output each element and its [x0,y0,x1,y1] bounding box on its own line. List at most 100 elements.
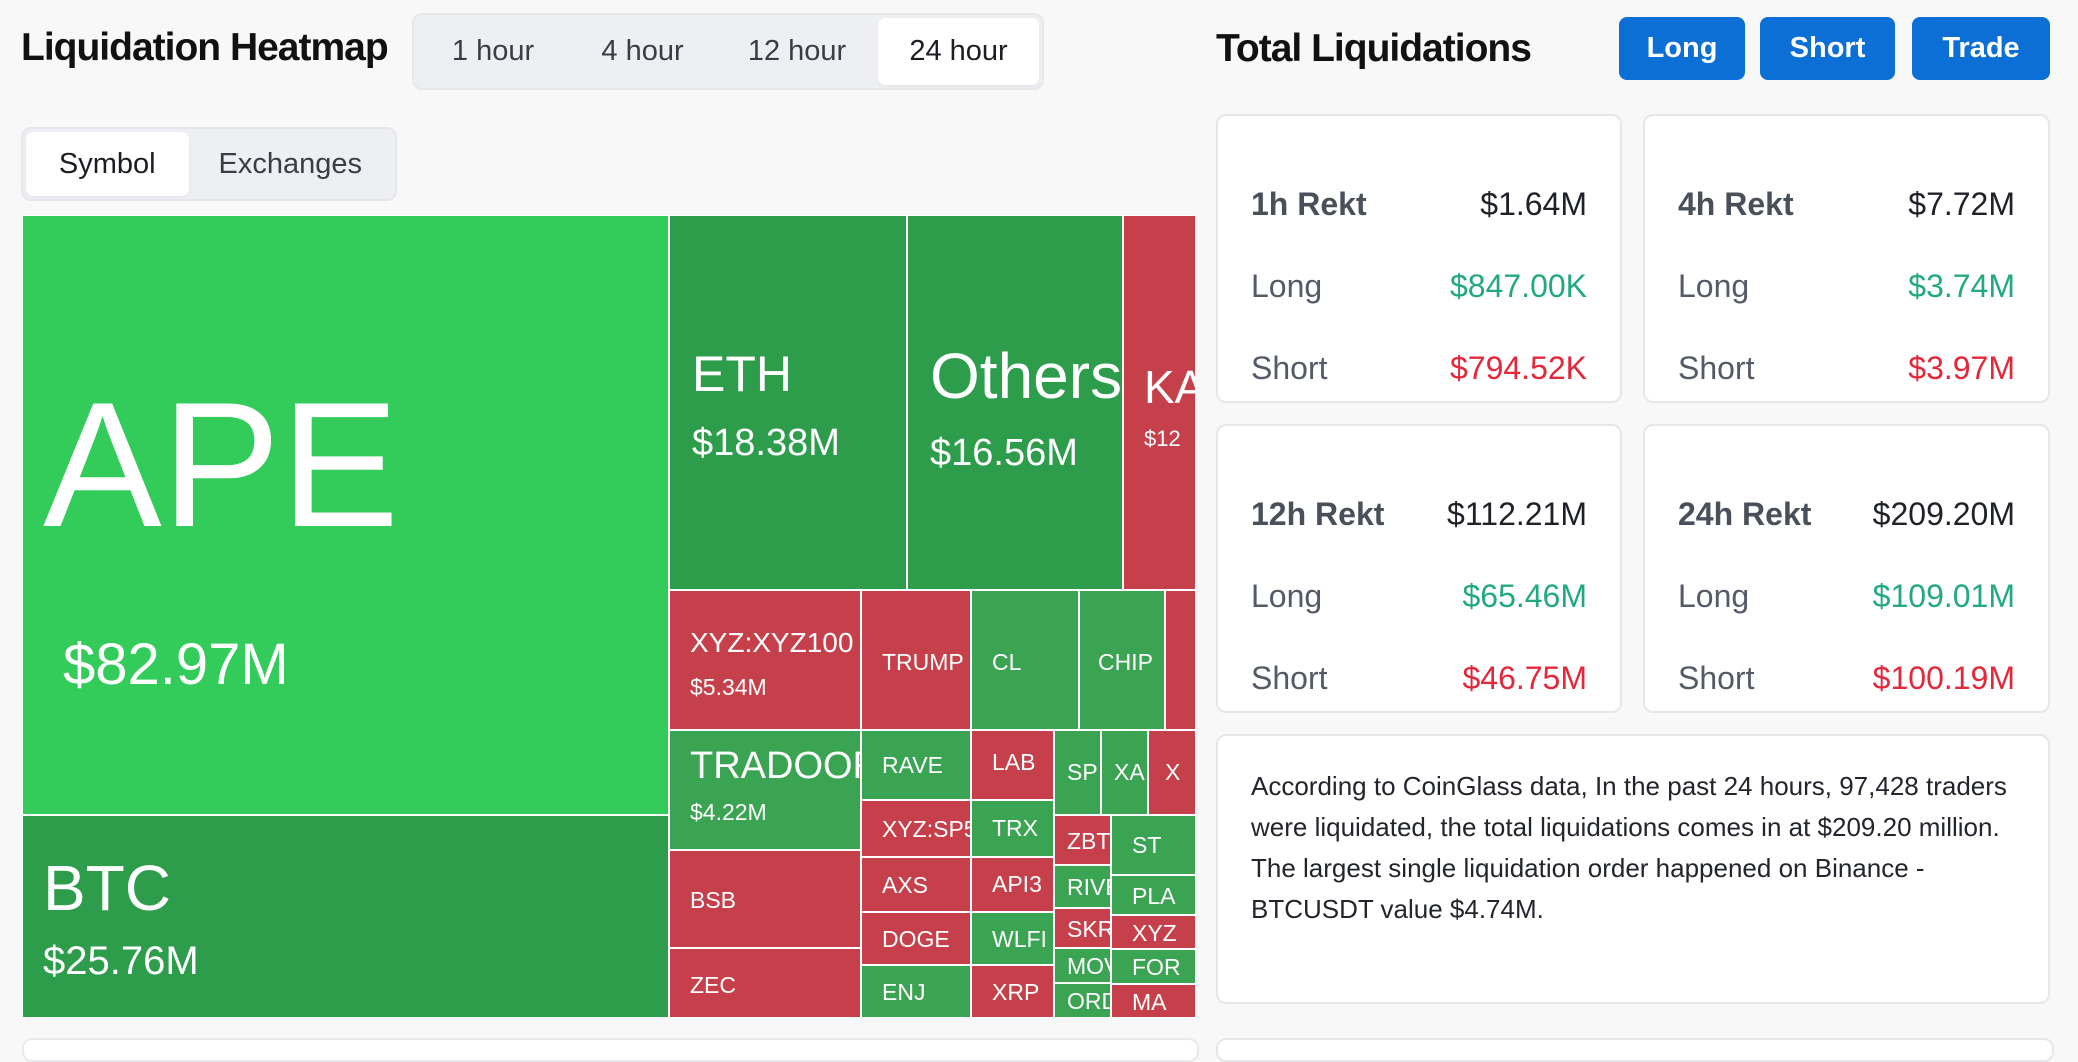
short-label: Short [1251,659,1328,696]
card-long-row: Long $3.74M [1678,266,2015,306]
long-value: $109.01M [1872,577,2015,614]
card-long-row: Long $847.00K [1251,266,1587,306]
tile-symbol: TRX [992,815,1038,841]
tile-ape[interactable]: APE $82.97M [22,215,669,815]
tile-symbol: ETH [692,346,792,402]
tile-rive[interactable]: RIVE [1054,865,1111,908]
tile-rave[interactable]: RAVE [861,730,971,800]
short-value: $794.52K [1449,349,1587,386]
tile-value: $16.56M [930,432,1078,474]
liquidation-summary: According to CoinGlass data, In the past… [1216,734,2050,1004]
tile-ord[interactable]: ORD [1054,983,1111,1018]
short-value: $100.19M [1872,659,2015,696]
tile-trx[interactable]: TRX [971,800,1054,857]
tile-symbol: ZBT [1067,828,1111,854]
tile-xyz-xyz100[interactable]: XYZ:XYZ100 $5.34M [669,590,861,730]
tile-xyz-sp5[interactable]: XYZ:SP5 [861,800,971,857]
tile-btc[interactable]: BTC $25.76M [22,815,669,1018]
tab-12-hour[interactable]: 12 hour [747,35,847,67]
tile-ka[interactable]: KA $12 [1123,215,1195,590]
short-value: $3.97M [1908,349,2015,386]
tile-symbol: XYZ:SP5 [882,816,971,842]
tile-symbol: KA [1144,361,1195,413]
tile-chip[interactable]: CHIP [1079,590,1165,730]
card-short-row: Short $100.19M [1678,658,2015,698]
short-label: Short [1678,659,1755,696]
tile-x[interactable]: X [1148,730,1195,815]
tile-ma[interactable]: MA [1111,984,1195,1018]
tile-wlfi[interactable]: WLFI [971,912,1054,965]
tile-pla[interactable]: PLA [1111,875,1195,915]
tile-value: $12 [1144,426,1181,451]
tile-api3[interactable]: API3 [971,857,1054,912]
tile-value: $4.22M [690,799,767,825]
tile-eth[interactable]: ETH $18.38M [669,215,907,590]
short-value: $46.75M [1462,659,1587,696]
short-button[interactable]: Short [1760,17,1895,80]
rekt-card-4h: 4h Rekt $7.72M Long $3.74M Short $3.97M [1643,114,2050,403]
tile-xa[interactable]: XA [1101,730,1148,815]
tile-enj[interactable]: ENJ [861,965,971,1018]
card-total: $1.64M [1480,185,1587,222]
tile-symbol: X [1165,759,1181,785]
tile-cl[interactable]: CL [971,590,1079,730]
tile-symbol: Others [930,340,1123,412]
tile-symbol: XA [1114,759,1145,785]
card-label: 1h Rekt [1251,185,1367,222]
tile-value: $25.76M [43,939,199,983]
tile-xyz[interactable]: XYZ [1111,915,1195,949]
long-button[interactable]: Long [1619,17,1745,80]
page-title: Liquidation Heatmap [21,26,389,69]
tile-symbol: ST [1132,832,1162,858]
tile-symbol: WLFI [992,926,1047,952]
tile-bsb[interactable]: BSB [669,850,861,948]
tile-xrp[interactable]: XRP [971,965,1054,1018]
tab-exchanges[interactable]: Exchanges [218,147,363,180]
tile-zec[interactable]: ZEC [669,948,861,1018]
tile-zbt[interactable]: ZBT [1054,815,1111,865]
tile-lab[interactable]: LAB [971,730,1054,800]
short-label: Short [1678,349,1755,386]
card-label: 4h Rekt [1678,185,1794,222]
tile-symbol: TRADOOR [690,745,861,787]
tile-skr[interactable]: SKR [1054,908,1111,948]
tile-symbol: DOGE [882,926,950,952]
card-label: 12h Rekt [1251,495,1385,532]
long-label: Long [1678,577,1750,614]
card-header-row: 4h Rekt $7.72M [1678,184,2015,224]
long-label: Long [1251,267,1323,304]
tile-unlabeled[interactable] [1165,590,1195,730]
tile-symbol: CL [992,649,1022,675]
tile-symbol: MOV [1067,953,1110,979]
tab-symbol[interactable]: Symbol [26,132,189,196]
tile-doge[interactable]: DOGE [861,912,971,965]
tile-symbol: RAVE [882,752,943,778]
tile-for[interactable]: FOR [1111,949,1195,984]
tile-symbol: TRUMP [882,649,964,675]
tile-symbol: RIVE [1067,874,1110,900]
tile-tradoor[interactable]: TRADOOR $4.22M [669,730,861,850]
totals-title: Total Liquidations [1216,27,1532,70]
tab-24-hour[interactable]: 24 hour [878,18,1039,85]
tile-symbol: ZEC [690,972,736,998]
tile-symbol: MA [1132,989,1167,1015]
tile-symbol: FOR [1132,954,1181,980]
tile-symbol: APE [43,365,400,564]
rekt-card-12h: 12h Rekt $112.21M Long $65.46M Short $46… [1216,424,1622,713]
card-long-row: Long $65.46M [1251,576,1587,616]
summary-text: According to CoinGlass data, In the past… [1251,766,2018,930]
tile-axs[interactable]: AXS [861,857,971,912]
tile-others[interactable]: Others $16.56M [907,215,1123,590]
tile-trump[interactable]: TRUMP [861,590,971,730]
tab-4-hour[interactable]: 4 hour [601,35,684,67]
tile-symbol: PLA [1132,883,1176,909]
tile-st[interactable]: ST [1111,815,1195,875]
card-short-row: Short $794.52K [1251,348,1587,388]
trade-button[interactable]: Trade [1912,17,2050,80]
card-total: $112.21M [1447,495,1587,532]
tile-symbol: BTC [43,852,171,924]
tile-mov[interactable]: MOV [1054,948,1111,983]
tab-1-hour[interactable]: 1 hour [451,35,535,67]
tile-sp[interactable]: SP [1054,730,1101,815]
tile-symbol: XRP [992,979,1040,1005]
